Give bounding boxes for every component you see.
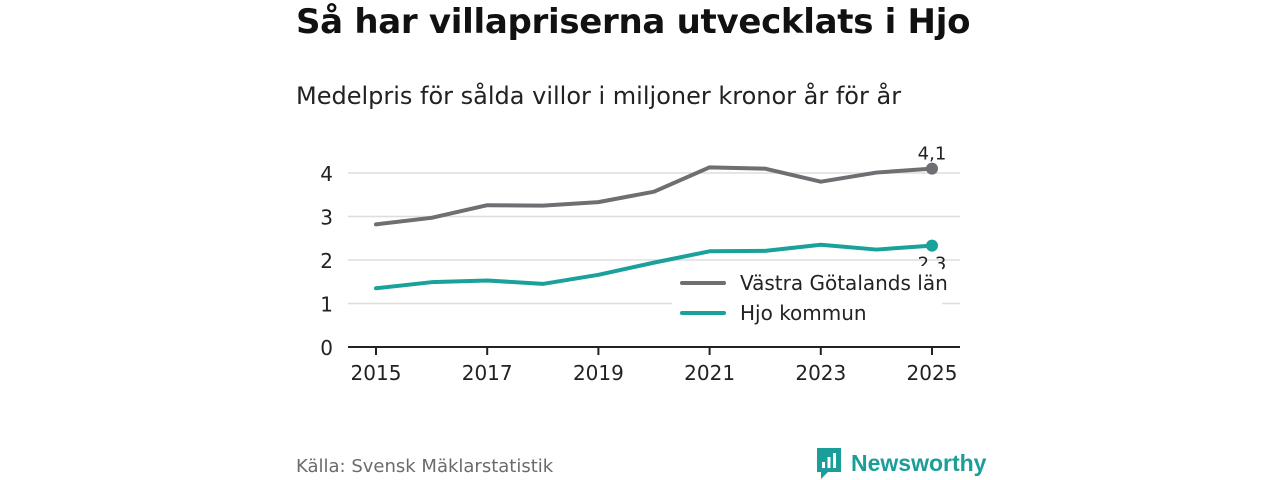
y-tick-label: 1 [320,293,333,317]
legend-label-1: Västra Götalands län [740,271,948,295]
x-tick-label: 2017 [462,361,513,385]
legend-box [672,266,942,332]
source-note: Källa: Svensk Mäklarstatistik [296,456,554,477]
newsworthy-logo-icon [817,448,841,479]
x-tick-label: 2023 [795,361,846,385]
x-tick-label: 2019 [573,361,624,385]
series-end-point-2 [926,239,938,252]
brand-name: Newsworthy [851,449,987,476]
chart-title: Så har villapriserna utvecklats i Hjo [296,2,971,42]
legend-label-2: Hjo kommun [740,301,867,325]
x-tick-label: 2025 [907,361,958,385]
x-tick-label: 2021 [684,361,735,385]
y-tick-label: 2 [320,249,333,273]
y-tick-label: 3 [320,206,333,230]
brand-logo: Newsworthy [815,446,986,480]
x-tick-label: 2015 [351,361,402,385]
series-end-point-1 [926,162,938,175]
data-label-series-1: 4,1 [918,144,947,165]
y-tick-label: 0 [320,336,333,360]
series-line-2 [374,242,934,291]
series-line-1 [374,165,934,227]
chart-subtitle: Medelpris för sålda villor i miljoner kr… [296,82,902,110]
y-tick-label: 4 [320,162,333,186]
